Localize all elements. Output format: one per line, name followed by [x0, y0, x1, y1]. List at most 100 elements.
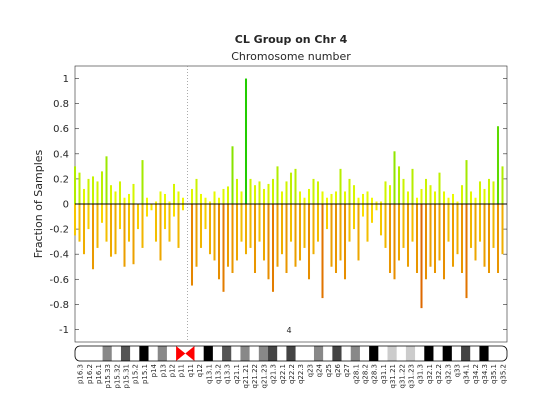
- gain-bar: [348, 178, 351, 204]
- band-label: q25: [325, 364, 333, 377]
- loss-bar: [222, 204, 225, 292]
- band: [240, 346, 250, 361]
- loss-bar: [478, 204, 482, 242]
- band: [497, 346, 507, 361]
- loss-bar: [100, 204, 104, 223]
- loss-bar: [352, 204, 356, 230]
- band: [479, 346, 489, 361]
- loss-bar: [460, 204, 464, 273]
- band: [222, 346, 232, 361]
- band-label: q31.3: [417, 364, 425, 384]
- band: [470, 346, 480, 361]
- gain-bar: [276, 166, 279, 204]
- gain-bar: [438, 172, 441, 204]
- loss-bar: [78, 204, 81, 242]
- band-label: p12: [169, 364, 177, 377]
- y-tick-label: -0.4: [49, 250, 69, 261]
- gain-bar: [492, 181, 495, 204]
- band-label: p13: [159, 364, 167, 377]
- loss-bar: [433, 204, 437, 273]
- loss-bar: [96, 204, 99, 248]
- loss-bar: [280, 204, 284, 255]
- gain-bar: [294, 168, 297, 204]
- gain-bar: [307, 188, 311, 204]
- loss-bar: [73, 204, 77, 236]
- gain-bar: [172, 183, 176, 204]
- band: [102, 346, 112, 361]
- y-tick-label: 0.4: [53, 149, 69, 160]
- loss-bar: [375, 204, 378, 211]
- band: [130, 346, 140, 361]
- loss-bar: [154, 204, 158, 242]
- gain-bar: [213, 191, 216, 204]
- loss-bar: [312, 204, 315, 255]
- loss-bar: [235, 204, 239, 261]
- band: [359, 346, 370, 361]
- band-label: q21.1: [233, 364, 241, 384]
- loss-bar: [496, 204, 500, 273]
- loss-bar: [109, 204, 113, 257]
- gain-bar: [168, 201, 171, 204]
- band: [461, 346, 471, 361]
- gain-bar: [240, 191, 243, 204]
- band: [194, 346, 204, 361]
- band: [120, 346, 131, 361]
- band: [451, 346, 462, 361]
- gain-bar: [366, 191, 369, 204]
- loss-bar: [181, 204, 185, 211]
- loss-bar: [150, 204, 153, 211]
- gain-bar: [316, 181, 320, 204]
- band-label: q22.2: [288, 364, 296, 384]
- band-label: q21.23: [260, 364, 268, 388]
- y-tick-label: 1: [63, 74, 69, 85]
- loss-bar: [379, 204, 383, 236]
- gain-bar: [154, 201, 158, 204]
- loss-bar: [285, 204, 288, 273]
- gain-bar: [478, 181, 482, 204]
- gain-bar: [303, 197, 306, 204]
- gain-bar: [298, 191, 302, 204]
- gain-bar: [253, 185, 257, 204]
- y-tick-label: 0: [63, 200, 69, 211]
- band: [433, 346, 443, 361]
- gain-bar: [420, 188, 423, 204]
- band: [166, 346, 177, 361]
- gain-bar: [339, 168, 342, 204]
- band: [442, 346, 453, 361]
- loss-bar: [253, 204, 257, 273]
- loss-bar: [168, 204, 171, 242]
- band: [387, 346, 397, 361]
- band-label: p15.32: [113, 364, 121, 388]
- gain-bar: [370, 197, 374, 204]
- band: [405, 346, 416, 361]
- band-label: p14: [150, 363, 158, 377]
- band: [415, 346, 425, 361]
- band-label: p15.2: [132, 364, 140, 384]
- gain-bar: [343, 191, 347, 204]
- loss-bar: [438, 204, 441, 261]
- band-label: p16.1: [95, 364, 103, 384]
- gain-bar: [244, 78, 248, 204]
- band-label: p16.3: [77, 364, 85, 384]
- loss-bar: [406, 204, 410, 267]
- loss-bar: [397, 204, 401, 261]
- gain-bar: [501, 166, 504, 204]
- loss-bar: [190, 204, 194, 286]
- band-label: q35.2: [499, 364, 507, 384]
- gain-bar: [474, 197, 477, 204]
- band-label: q32.3: [444, 364, 452, 384]
- loss-bar: [402, 204, 405, 248]
- gain-bar: [496, 126, 500, 204]
- gain-bar: [460, 185, 464, 204]
- loss-bar: [361, 204, 365, 217]
- gain-bar: [114, 191, 117, 204]
- band-label: q34.3: [481, 364, 489, 384]
- ideogram: [75, 346, 507, 361]
- gain-bar: [487, 178, 491, 204]
- loss-bar: [348, 204, 351, 242]
- band-label: q28.3: [371, 364, 379, 384]
- loss-bar: [213, 204, 216, 261]
- y-tick-label: -1: [59, 325, 69, 336]
- loss-bar: [159, 204, 162, 261]
